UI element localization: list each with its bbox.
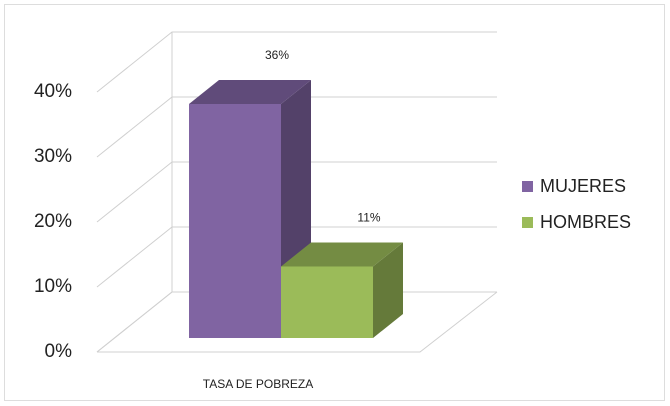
bar-face	[281, 242, 403, 267]
legend-label: MUJERES	[540, 176, 626, 196]
data-label: 11%	[357, 211, 380, 225]
legend-swatch	[522, 181, 533, 192]
y-tick-label: 10%	[34, 276, 72, 297]
y-axis	[96, 32, 173, 353]
bar-face	[189, 80, 311, 104]
floor-edge	[97, 291, 498, 353]
y-tick-label: 30%	[34, 146, 72, 167]
legend-label: HOMBRES	[540, 212, 631, 232]
chart-border	[4, 4, 665, 401]
data-label: 36%	[265, 48, 289, 62]
legend-swatch	[522, 217, 533, 228]
y-tick-label: 40%	[34, 81, 72, 102]
bar-face	[189, 104, 281, 338]
y-tick-label: 20%	[34, 211, 72, 232]
bar	[281, 242, 403, 338]
bar-face	[281, 266, 373, 338]
y-tick-label: 0%	[45, 341, 73, 362]
x-tick-label: TASA DE POBREZA	[203, 377, 313, 391]
bar-face	[373, 242, 403, 338]
